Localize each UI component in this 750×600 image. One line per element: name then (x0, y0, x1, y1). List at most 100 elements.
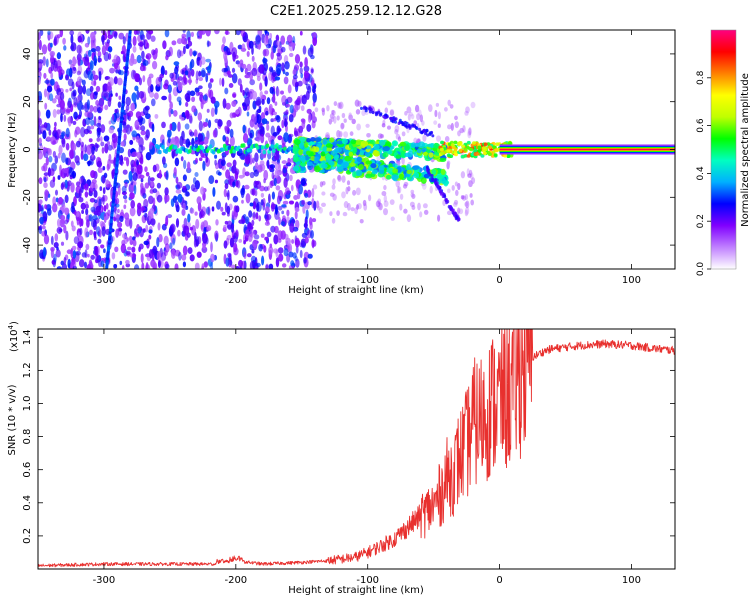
spectrogram-cell (45, 58, 49, 68)
spectrogram-cell (342, 161, 349, 167)
colorbar-tick-label: 0.6 (696, 118, 706, 133)
spectrogram-cell (50, 52, 55, 59)
spectrogram-cell (352, 171, 357, 178)
spectrogram-cell (106, 39, 111, 44)
spectrogram-cell (178, 100, 182, 106)
spectrogram-cell (229, 237, 235, 248)
spectrogram-cell (44, 79, 50, 84)
spectrogram-cell (157, 260, 161, 268)
spectrogram-cell (50, 61, 54, 72)
spectrogram-cell (285, 237, 291, 246)
spectrogram-cell (453, 147, 458, 152)
spectrogram-cell (418, 141, 426, 149)
spectrogram-cell (281, 263, 287, 268)
spectrogram-cell (222, 36, 226, 45)
spectrogram-cell (466, 154, 471, 158)
spectrogram-cell (66, 249, 72, 255)
spectrogram-cell (158, 149, 162, 155)
spectrogram-cell (157, 222, 161, 231)
spectrogram-cell (156, 182, 162, 189)
spectrogram-cell (369, 107, 373, 111)
spectrogram-cell (129, 192, 135, 200)
spectrogram-cell (337, 102, 341, 109)
spectrogram-cell (277, 44, 283, 55)
spectrogram-cell (270, 118, 275, 123)
spectrogram-cell (336, 115, 340, 121)
spectrogram-cell (137, 208, 142, 214)
spectrogram-cell (295, 219, 300, 229)
spectrogram-cell (90, 48, 96, 53)
spectrogram-cell (294, 207, 300, 213)
spectrogram-cell (216, 170, 221, 176)
spectrogram-cell (411, 193, 416, 199)
spectrogram-cell (94, 91, 98, 96)
spectrogram-cell (104, 143, 109, 154)
spectrogram-cell (265, 110, 269, 116)
spectrogram-cell (329, 192, 335, 197)
spectrogram-cell (277, 189, 284, 201)
spectrogram-cell (177, 229, 181, 237)
spectrogram-cell (42, 225, 46, 230)
spectrogram-cell (172, 110, 178, 117)
spectrogram-cell (249, 260, 256, 269)
spectrogram-cell (153, 92, 159, 100)
spectrogram-cell (185, 101, 189, 107)
spectrogram-cell (152, 188, 158, 194)
spectrogram-cell (81, 209, 85, 215)
spectrogram-cell (141, 50, 145, 60)
spectrogram-cell (251, 90, 258, 100)
spectrogram-cell (223, 67, 229, 74)
spectrogram-cell (194, 87, 200, 93)
snr-background (38, 329, 675, 569)
spectrogram-cell (232, 181, 236, 188)
spectrogram-cell (352, 147, 358, 154)
spectrogram-cell (181, 208, 186, 216)
spectrogram-cell (67, 180, 72, 187)
spectrogram-cell (364, 109, 368, 113)
spectrogram-cell (156, 236, 160, 248)
spectrogram-cell (177, 81, 183, 92)
spectrogram-cell (50, 78, 55, 86)
spectrogram-cell (133, 161, 137, 168)
spectrogram-cell (469, 193, 473, 198)
spectrogram-cell (348, 151, 354, 157)
spectrogram-cell (254, 180, 260, 186)
spectrogram-cell (267, 151, 272, 160)
spectrogram-cell (199, 30, 203, 39)
spectrogram-cell (85, 30, 90, 34)
spectrogram-cell (244, 184, 250, 190)
spectrogram-cell (183, 159, 187, 170)
spectrogram-cell (129, 206, 136, 217)
spectrogram-cell (356, 123, 361, 131)
spectrogram-cell (85, 208, 89, 216)
spectrogram-cell (208, 144, 213, 149)
spectrogram-cell (43, 72, 47, 79)
spectrogram-cell (44, 189, 49, 198)
spectrogram-cell (61, 152, 66, 163)
spectrogram-cell (446, 210, 452, 216)
spectrogram-cell (182, 45, 186, 55)
spectrogram-cell (470, 101, 476, 109)
spectrogram-cell (121, 264, 125, 269)
spectrogram-cell (198, 120, 203, 132)
spectrogram-cell (173, 61, 180, 66)
spectrogram-cell (375, 200, 381, 208)
spectrogram-cell (90, 119, 95, 126)
spectrogram-cell (317, 205, 321, 211)
spectrogram-cell (51, 98, 57, 104)
spectrogram-cell (68, 59, 73, 65)
spectrogram-cell (251, 67, 258, 77)
spectrogram-cell (348, 114, 353, 121)
spectrogram-cell (197, 202, 202, 212)
spectrogram-cell (182, 174, 187, 182)
colorbar: 0.0 0.2 0.4 0.6 0.8 Normalized spectral ampl… (696, 29, 750, 276)
spectrogram-cell (298, 142, 304, 149)
spectrogram-cell (404, 110, 408, 116)
spectrogram-cell (495, 142, 500, 146)
spectrogram-cell (144, 182, 150, 189)
spectrogram-cell (125, 104, 130, 111)
colorbar-ticks: 0.0 0.2 0.4 0.6 0.8 (696, 70, 711, 276)
spectrogram-cell (216, 200, 221, 210)
spectrogram-cell (89, 92, 95, 100)
spectrogram-cell (464, 201, 469, 207)
